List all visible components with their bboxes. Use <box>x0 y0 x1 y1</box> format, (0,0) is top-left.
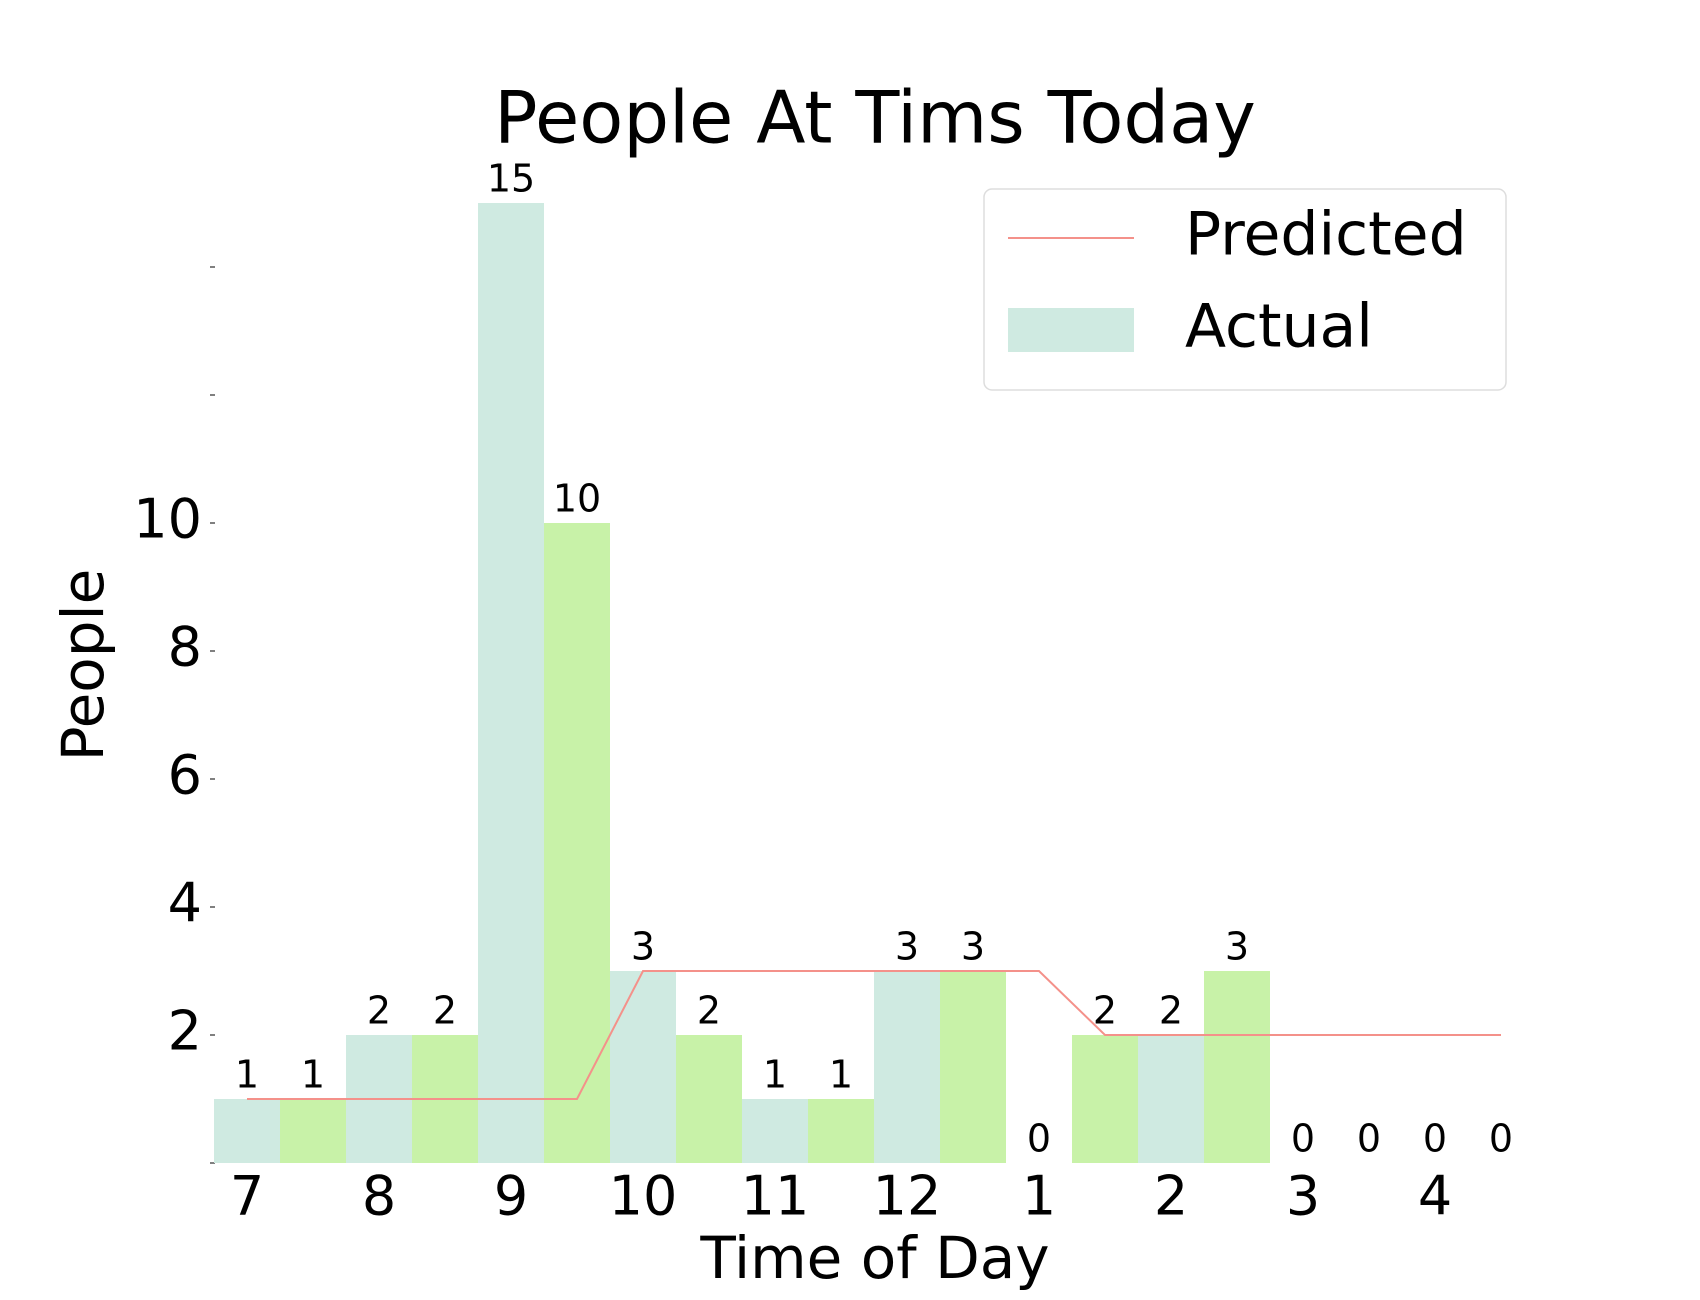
bar <box>676 1035 742 1163</box>
data-label: 1 <box>301 1053 325 1097</box>
data-label: 0 <box>1291 1117 1315 1161</box>
bar <box>1072 1035 1138 1163</box>
data-label: 0 <box>1489 1117 1513 1161</box>
x-tick-label: 10 <box>609 1165 678 1228</box>
data-label: 2 <box>1159 989 1183 1033</box>
x-tick-label: 2 <box>1154 1165 1188 1228</box>
x-tick-label: 1 <box>1022 1165 1056 1228</box>
data-label: 0 <box>1423 1117 1447 1161</box>
data-label: 0 <box>1027 1117 1051 1161</box>
data-label: 2 <box>433 989 457 1033</box>
x-axis-label: Time of Day <box>699 1224 1049 1292</box>
data-label: 0 <box>1357 1117 1381 1161</box>
x-tick-label: 9 <box>494 1165 528 1228</box>
predicted-line <box>247 970 1501 1100</box>
x-tick-label: 11 <box>741 1165 810 1228</box>
bar <box>280 1099 346 1163</box>
y-tick-label: 4 <box>168 872 202 935</box>
x-tick-label: 8 <box>362 1165 396 1228</box>
data-label: 1 <box>763 1053 787 1097</box>
bar <box>874 971 940 1163</box>
bar <box>742 1099 808 1163</box>
bar <box>1138 1035 1204 1163</box>
bar <box>544 523 610 1163</box>
y-tick-label: 8 <box>168 616 202 679</box>
bar <box>940 971 1006 1163</box>
data-label: 15 <box>487 157 535 201</box>
data-label: 2 <box>1093 989 1117 1033</box>
x-tick-label: 4 <box>1418 1165 1452 1228</box>
data-label: 3 <box>895 925 919 969</box>
data-label: 3 <box>631 925 655 969</box>
x-tick-label: 7 <box>230 1165 264 1228</box>
legend-label: Predicted <box>1185 200 1467 270</box>
data-label: 1 <box>829 1053 853 1097</box>
data-label: 1 <box>235 1053 259 1097</box>
x-tick-label: 3 <box>1286 1165 1320 1228</box>
legend-label: Actual <box>1185 292 1373 362</box>
data-label: 3 <box>961 925 985 969</box>
bar <box>214 1099 280 1163</box>
y-axis-label: People <box>49 569 117 762</box>
x-tick-label: 12 <box>873 1165 942 1228</box>
bar <box>1204 971 1270 1163</box>
y-tick-label: 6 <box>168 744 202 807</box>
data-label: 10 <box>553 477 601 521</box>
y-tick-label: 2 <box>168 1000 202 1063</box>
legend-swatch <box>1008 308 1134 352</box>
y-tick-label: 10 <box>133 488 202 551</box>
data-label: 3 <box>1225 925 1249 969</box>
data-label: 2 <box>697 989 721 1033</box>
chart-title: People At Tims Today <box>494 76 1256 160</box>
bar <box>478 203 544 1163</box>
bar <box>610 971 676 1163</box>
bar <box>808 1099 874 1163</box>
data-label: 2 <box>367 989 391 1033</box>
